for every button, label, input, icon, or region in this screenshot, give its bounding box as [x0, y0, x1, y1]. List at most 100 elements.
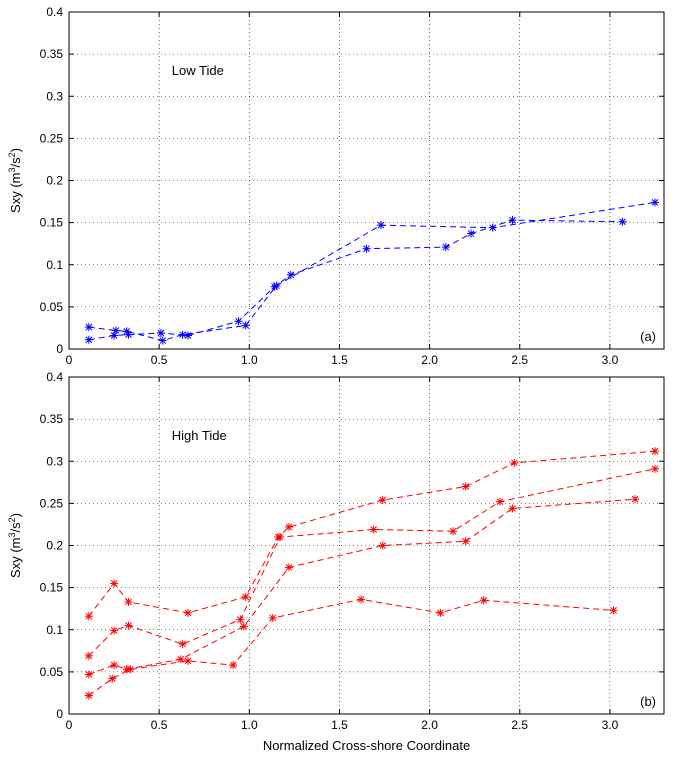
panel-b-series-1-point: [378, 496, 387, 505]
panel-a-series-2-point: [272, 281, 281, 290]
panel-b-series-2-point: [84, 651, 93, 660]
panel-b-series-4-line: [88, 598, 614, 696]
panel-a-series-2-line: [88, 201, 656, 342]
panel-a-ytick-label: 0.35: [40, 47, 64, 61]
panel-a-low-tide: 0 0.5 1.0 1.5 2.0 2.5 3.0 0 0.05 0.1 0.15 0.2 0.25 0.…: [7, 5, 665, 367]
panel-a-series-2-point: [178, 330, 187, 339]
panel-a-ytick-label: 0.05: [40, 300, 64, 314]
panel-b-xtick-label: 2.5: [511, 718, 528, 732]
panel-b-ytick-label: 0.1: [46, 623, 63, 637]
panel-b-xtick-label: 3.0: [602, 718, 619, 732]
panel-a-ytick-label: 0.15: [40, 216, 64, 230]
panel-a-series-1-point: [508, 216, 517, 225]
panel-b-high-tide: 0 0.5 1.0 1.5 2.0 2.5 3.0 0 0.05 0.1 0.15 0.2 0.25 0.…: [7, 370, 665, 732]
ylabel-suffix: ): [8, 513, 23, 517]
panel-b-series-3-point: [284, 563, 293, 572]
panel-b-series-3-point: [84, 670, 93, 679]
panel-a-y-axis-label: Sxy (m3/s2): [7, 148, 23, 213]
panel-b-ytick-label: 0.3: [46, 454, 63, 468]
panel-a-ytick-label: 0.1: [46, 258, 63, 272]
panel-b-xtick-label: 0.5: [151, 718, 168, 732]
ylabel-exp1: 3: [7, 533, 17, 538]
panel-b-series-1-point: [110, 579, 119, 588]
panel-b-series-1-line: [88, 450, 656, 617]
panel-a-series-1-point: [362, 244, 371, 253]
panel-b-series-1-point: [241, 592, 250, 601]
panel-b-series-1-point: [510, 458, 519, 467]
panel-b-series-3-point: [508, 504, 517, 513]
panel-b-series-3-line: [88, 498, 636, 675]
panel-a-ytick-label: 0.2: [46, 174, 63, 188]
panel-b-series-3-point: [110, 661, 119, 670]
ylabel-suffix: ): [8, 148, 23, 152]
panel-a-series-2-point: [241, 321, 250, 330]
panel-a-series-2-point: [158, 336, 167, 345]
panel-a-series-1-line: [88, 219, 623, 341]
panel-a-series-1-point: [441, 243, 450, 252]
panel-a-series-1-point: [286, 270, 295, 279]
panel-a-series-2-point: [376, 221, 385, 230]
panel-b-series-3-point: [378, 541, 387, 550]
panel-a-annotation: Low Tide: [172, 63, 224, 78]
panel-b-series: [84, 447, 659, 700]
panel-b-series-2-point: [650, 464, 659, 473]
panel-b-series-4-point: [126, 665, 135, 674]
panel-b-series-4-point: [357, 595, 366, 604]
panel-a-series-1-point: [84, 335, 93, 344]
panel-a-xtick-label: 1.0: [241, 353, 258, 367]
panel-b-series-2-point: [236, 615, 245, 624]
ylabel-prefix: Sxy (m: [8, 173, 23, 213]
panel-b-series-4-point: [268, 613, 277, 622]
panel-b-xtick-label: 2.0: [421, 718, 438, 732]
panel-a-series-1-point: [156, 328, 165, 337]
panel-a-series-2-point: [650, 198, 659, 207]
panel-b-series-1-point: [284, 522, 293, 531]
panel-a-axes-frame: [68, 11, 665, 350]
panel-b-ytick-label: 0.25: [40, 496, 64, 510]
panel-a-series-1-point: [467, 229, 476, 238]
panel-b-y-axis-label: Sxy (m3/s2): [7, 513, 23, 578]
panel-a-label: (a): [640, 329, 656, 344]
panel-b-series-1-point: [650, 447, 659, 456]
panel-b-xtick-label: 1.5: [331, 718, 348, 732]
panel-b-series-4-point: [609, 606, 618, 615]
panel-a-grid: [69, 12, 664, 349]
panel-b-series-2-point: [369, 525, 378, 534]
panel-b-series-2-point: [275, 533, 284, 542]
panel-a-xtick-label: 3.0: [602, 353, 619, 367]
panel-b-ytick-label: 0: [56, 707, 63, 721]
panel-a-ytick-label: 0.25: [40, 131, 64, 145]
panel-b-series-4-point: [479, 596, 488, 605]
ylabel-mid: /s: [8, 157, 23, 168]
ylabel-mid: /s: [8, 522, 23, 533]
panel-b-grid: [69, 377, 664, 714]
panel-b-ytick-label: 0.35: [40, 412, 64, 426]
panel-a-xtick-label: 0: [66, 353, 73, 367]
panel-b-series-2-line: [88, 468, 656, 657]
panel-b-series-2-point: [495, 497, 504, 506]
panel-a-ytick-label: 0: [56, 342, 63, 356]
panel-a-xtick-label: 0.5: [151, 353, 168, 367]
panel-a-series-2-point: [84, 323, 93, 332]
panel-b-series-4-point: [108, 674, 117, 683]
panel-a-series: [84, 198, 659, 345]
panel-b-series-1-point: [461, 482, 470, 491]
x-axis-label: Normalized Cross-shore Coordinate: [263, 738, 470, 753]
ylabel-prefix: Sxy (m: [8, 538, 23, 578]
panel-b-ytick-label: 0.05: [40, 665, 64, 679]
panel-b-series-4-point: [229, 661, 238, 670]
panel-b-xtick-label: 1.0: [241, 718, 258, 732]
panel-a-ytick-label: 0.3: [46, 89, 63, 103]
panel-a-series-2-point: [488, 223, 497, 232]
panel-b-ytick-label: 0.2: [46, 539, 63, 553]
panel-b-series-1-point: [84, 612, 93, 621]
panel-a-series-1-point: [234, 317, 243, 326]
panel-a-xtick-label: 2.5: [511, 353, 528, 367]
panel-b-series-3-point: [176, 655, 185, 664]
panel-b-xtick-label: 0: [66, 718, 73, 732]
ylabel-exp1: 3: [7, 168, 17, 173]
panel-b-series-3-point: [239, 622, 248, 631]
panel-a-series-2-point: [122, 327, 131, 336]
panel-b-label: (b): [640, 694, 656, 709]
